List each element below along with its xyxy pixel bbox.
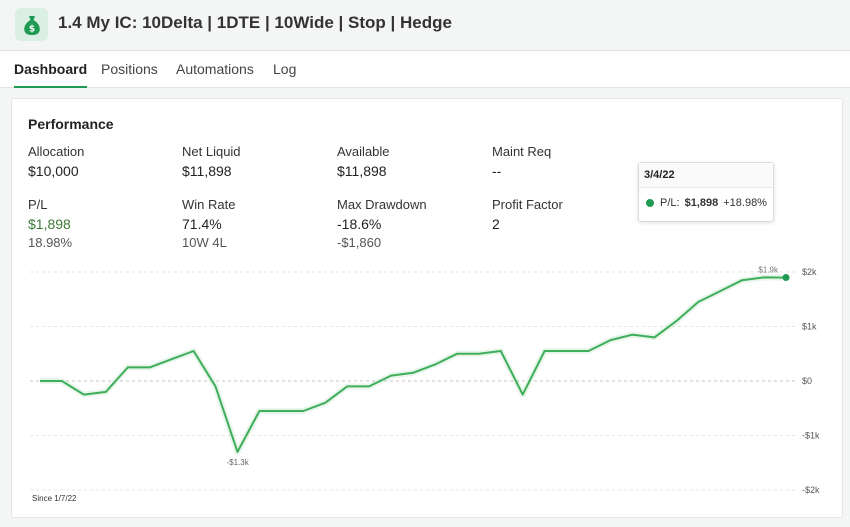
metric-maint-req: Maint Req -- (492, 144, 551, 181)
metric-label: P/L (28, 197, 48, 212)
metric-value: $11,898 (337, 163, 387, 179)
page-title: 1.4 My IC: 10Delta | 1DTE | 10Wide | Sto… (58, 13, 452, 32)
series-dot-icon (646, 199, 654, 207)
since-label: Since 1/7/22 (32, 494, 77, 503)
top-bar: $ 1.4 My IC: 10Delta | 1DTE | 10Wide | S… (0, 0, 850, 50)
metric-value: $1,898 (28, 216, 71, 232)
metric-label: Available (337, 144, 390, 159)
metric-label: Net Liquid (182, 144, 241, 159)
svg-text:$: $ (28, 24, 34, 34)
metric-label: Max Drawdown (337, 197, 427, 212)
metric-value: -18.6% (337, 216, 382, 232)
metric-sub: 18.98% (28, 235, 73, 250)
tab-dashboard[interactable]: Dashboard (14, 51, 88, 88)
chart-tooltip: 3/4/22 P/L: $1,898 +18.98% (638, 162, 774, 222)
metric-label: Maint Req (492, 144, 552, 159)
metric-value: 2 (492, 216, 500, 232)
metric-value: $11,898 (182, 163, 232, 179)
money-bag-icon: $ (15, 8, 48, 41)
tooltip-row: P/L: $1,898 +18.98% (646, 197, 767, 209)
tab-automations[interactable]: Automations (176, 61, 254, 77)
tab-log[interactable]: Log (273, 61, 297, 77)
metric-sub: 10W 4L (182, 235, 227, 250)
performance-title: Performance (28, 116, 114, 132)
tooltip-value: $1,898 (684, 197, 719, 209)
metric-win-rate: Win Rate 71.4% 10W 4L (182, 197, 235, 250)
metric-label: Profit Factor (492, 197, 563, 212)
metric-net-liquid: Net Liquid $11,898 (182, 144, 241, 181)
metric-profit-factor: Profit Factor 2 (492, 197, 563, 234)
metric-allocation: Allocation $10,000 (28, 144, 84, 181)
metric-label: Allocation (28, 144, 85, 159)
metric-max-drawdown: Max Drawdown -18.6% -$1,860 (337, 197, 427, 250)
metric-value: 71.4% (182, 216, 222, 232)
metric-value: -- (492, 163, 502, 179)
tooltip-series-label: P/L: (660, 197, 680, 209)
tab-bar: Dashboard Positions Automations Log (0, 50, 850, 88)
metric-pl: P/L $1,898 18.98% (28, 197, 72, 250)
tooltip-date: 3/4/22 (639, 163, 773, 188)
tab-positions[interactable]: Positions (101, 61, 158, 77)
metric-label: Win Rate (182, 197, 236, 212)
tooltip-pct: +18.98% (723, 197, 767, 209)
performance-card: Performance Allocation $10,000 Net Liqui… (11, 98, 843, 518)
metric-available: Available $11,898 (337, 144, 390, 181)
metric-value: $10,000 (28, 163, 79, 179)
metric-sub: -$1,860 (337, 235, 382, 250)
